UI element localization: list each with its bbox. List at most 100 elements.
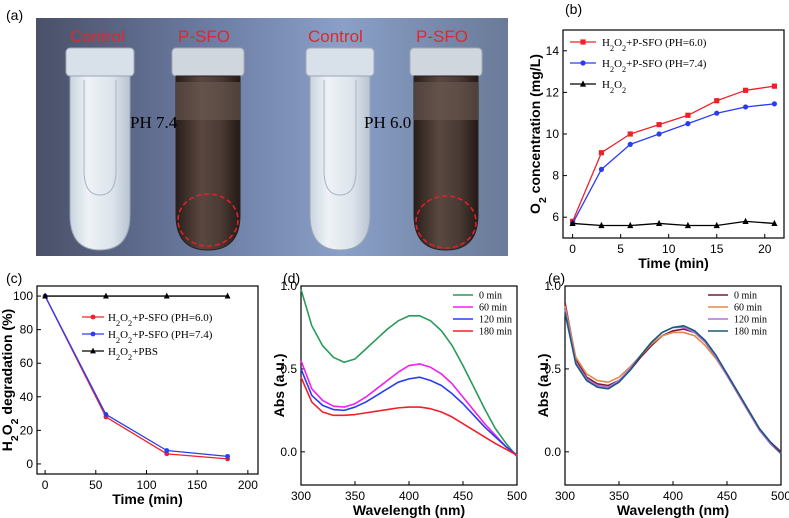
x-tick-label: 400 [663, 489, 683, 503]
data-point [655, 219, 663, 227]
legend-marker [579, 80, 587, 87]
data-point [685, 112, 691, 118]
data-point [771, 83, 777, 89]
legend-label: 120 min [479, 315, 512, 326]
x-tick-label: 500 [771, 489, 789, 503]
x-tick-label: 350 [609, 489, 629, 503]
legend-label: 180 min [479, 327, 512, 338]
data-point [684, 221, 692, 229]
legend-label: 60 min [734, 303, 762, 314]
data-point [627, 221, 634, 229]
x-tick-label: 150 [187, 478, 207, 492]
data-point [164, 451, 170, 457]
data-point [627, 141, 633, 147]
sediment-ring [415, 195, 477, 249]
ph-label-60: PH 6.0 [364, 113, 411, 132]
legend-label: 60 min [479, 303, 507, 314]
y-tick-label: 0.0 [280, 445, 297, 459]
data-point [225, 453, 230, 459]
y-axis-title: Abs (a.u.) [535, 354, 551, 418]
plot-frame [36, 285, 259, 475]
panel-label-c: (c) [6, 270, 22, 286]
control-tube-ph60 [305, 47, 375, 251]
legend-label: H2O2 [602, 79, 626, 95]
tube-label-control-2: Control [308, 27, 363, 46]
legend-label: H2O2+P-SFO (PH=6.0) [108, 312, 213, 328]
x-tick-label: 50 [89, 478, 103, 492]
data-point [163, 292, 170, 299]
y-axis-title: O2 concentration (mg/L) [527, 54, 549, 214]
legend-marker [580, 39, 586, 45]
x-tick-label: 5 [617, 242, 624, 256]
series-line-1 [572, 103, 775, 224]
data-point [569, 219, 576, 227]
series-line-1 [300, 360, 518, 456]
chart-o2-concentration: (b) 0 5 10 15 20 6 8 10 12 14 Time (min) O2 concentr… [527, 1, 785, 271]
series-line-1 [44, 295, 228, 458]
series-line-2 [572, 220, 775, 227]
legend-label: 0 min [479, 291, 502, 302]
data-point [713, 221, 720, 229]
y-tick-label: 1.0 [544, 279, 561, 293]
data-point [164, 448, 170, 453]
y-tick-label: 6 [552, 210, 559, 224]
x-axis-title: Time (min) [638, 255, 709, 271]
x-tick-label: 0 [569, 242, 576, 256]
data-point [103, 412, 109, 417]
legend-label: 120 min [734, 315, 767, 326]
y-tick-label: 0 [26, 457, 33, 471]
y-tick-label: 80 [20, 323, 34, 337]
data-point [656, 131, 662, 137]
chart-abs-control: (e) 300 350 400 450 500 0.0 0.5 1.0 Wavelength (n… [535, 270, 789, 518]
x-tick-label: 20 [758, 242, 772, 256]
legend-label: H2O2+PBS [108, 346, 158, 362]
legend-label: 0 min [734, 291, 757, 302]
chart-abs-psfo: (d) 300 350 400 450 500 0.0 0.5 1.0 Wavelength (n… [271, 270, 527, 518]
data-point [742, 87, 749, 93]
y-tick-label: 0.5 [544, 362, 561, 376]
y-tick-label: 10 [546, 127, 560, 141]
y-tick-label: 8 [552, 169, 559, 183]
psfo-tube-ph74 [171, 47, 245, 251]
data-point [598, 150, 605, 156]
x-axis-title: Wavelength (nm) [353, 502, 465, 518]
data-point [771, 219, 778, 227]
y-tick-label: 14 [546, 44, 560, 58]
panel-label-e: (e) [548, 270, 565, 286]
psfo-tube-ph60 [409, 47, 483, 251]
x-tick-label: 450 [453, 489, 473, 503]
y-axis-title: H2O2 degradation (%) [0, 309, 21, 451]
x-tick-label: 400 [399, 489, 419, 503]
panel-label-b: (b) [565, 1, 582, 17]
y-tick-label: 20 [20, 423, 34, 437]
panel-label-a: (a) [6, 7, 23, 23]
series-line-0 [300, 289, 518, 458]
legend-label: H2O2+P-SFO (PH=7.4) [602, 58, 707, 74]
x-tick-label: 10 [662, 242, 676, 256]
data-point [771, 101, 777, 107]
data-point [742, 104, 749, 110]
x-tick-label: 350 [345, 489, 365, 503]
panel-label-d: (d) [283, 270, 300, 286]
y-tick-label: 0.5 [280, 362, 297, 376]
y-tick-label: 60 [20, 356, 34, 370]
x-tick-label: 450 [717, 489, 737, 503]
data-point [742, 217, 749, 224]
data-point [598, 166, 605, 172]
series-line-0 [572, 85, 775, 222]
x-tick-label: 100 [136, 478, 156, 492]
y-tick-label: 40 [20, 390, 34, 404]
data-point [224, 292, 231, 299]
x-tick-label: 15 [710, 242, 724, 256]
photo-panel: (a) [6, 7, 508, 256]
y-tick-label: 12 [546, 85, 560, 99]
data-point [714, 98, 720, 104]
x-axis-title: Time (min) [112, 491, 183, 507]
control-tube-ph74 [65, 47, 135, 251]
tube-label-psfo-2: P-SFO [416, 27, 468, 46]
data-point [627, 131, 633, 137]
y-tick-label: 100 [13, 289, 33, 303]
data-point [103, 292, 109, 299]
legend-marker [580, 60, 586, 66]
